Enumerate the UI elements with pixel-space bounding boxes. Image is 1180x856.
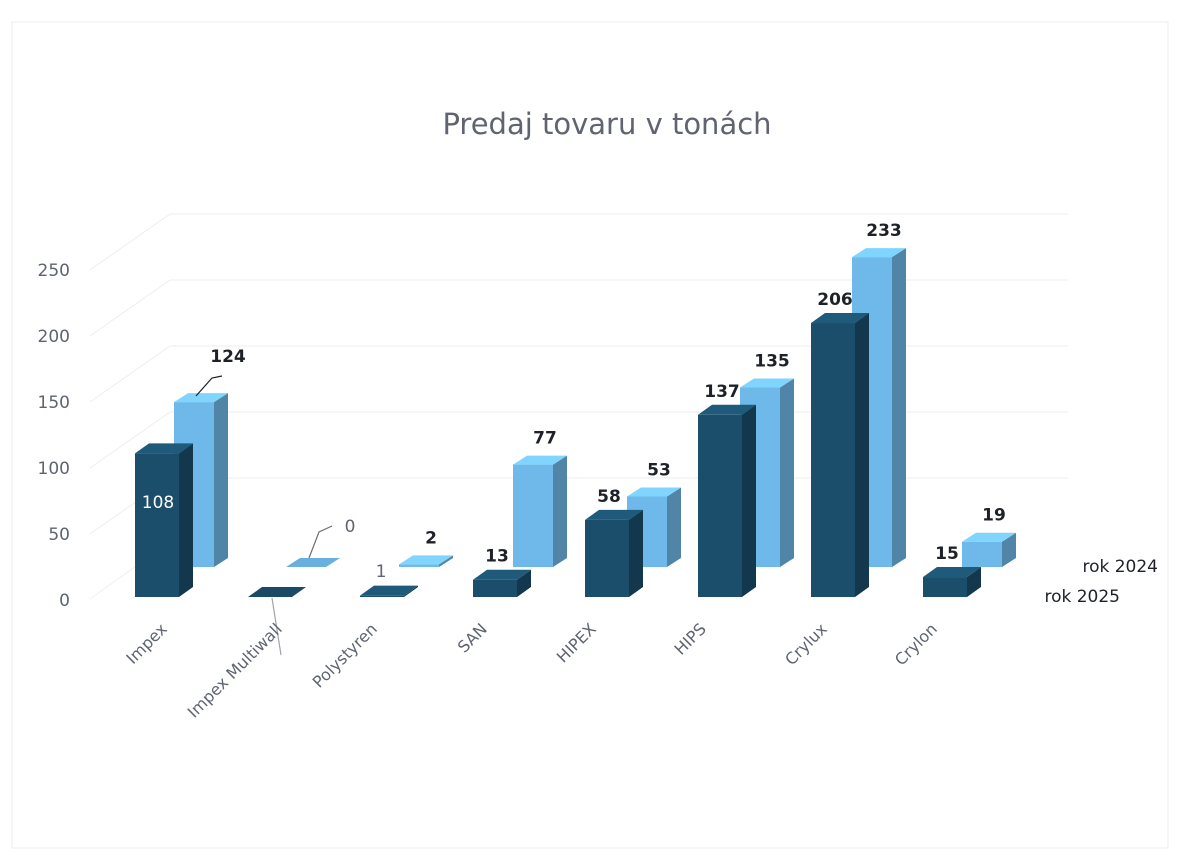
data-label-2025: 1	[376, 562, 387, 582]
data-label-2024: 124	[210, 347, 246, 367]
bar-2024-polystyren-front	[399, 564, 439, 567]
bar-2024-polystyren	[399, 555, 453, 567]
bar-2025-san-top	[473, 569, 531, 580]
bar-2025-crylon-front	[923, 577, 967, 597]
gridline	[89, 411, 171, 469]
legend-rok-2025: rok 2025	[1044, 587, 1120, 607]
data-label-2024: 0	[345, 517, 356, 537]
bar-2025-hipex	[585, 509, 643, 597]
bar-2025-hips-front	[698, 414, 742, 597]
bar-2025-san-side	[517, 569, 531, 597]
bar-2025-san	[473, 569, 531, 597]
bar-2025-hipex-front	[585, 519, 629, 597]
data-label-2025: 15	[935, 544, 959, 564]
legend: rok 2024 rok 2025	[1044, 557, 1158, 607]
bar-2024-hips-side	[780, 378, 794, 567]
bar-2024-crylon-side	[1002, 532, 1016, 567]
data-label-2024: 19	[982, 506, 1006, 526]
bar-2025-impex-multiwall-top	[248, 587, 306, 597]
data-label-2024: 135	[754, 351, 790, 371]
bar-2025-crylon	[923, 567, 981, 597]
y-tick-label: 50	[48, 525, 70, 545]
data-labels: 124 108 0 2 1 77 13 53 58 135 137 233 206 19 15	[142, 221, 1006, 656]
bar-2024-crylon	[962, 532, 1016, 567]
bar-2024-san	[513, 455, 567, 567]
bar-2024-hips-top	[740, 378, 794, 388]
bar-2025-crylon-top	[923, 567, 981, 578]
legend-rok-2024: rok 2024	[1082, 557, 1158, 577]
data-label-2025: 108	[142, 493, 174, 513]
leader-line	[308, 525, 333, 559]
bar-2024-polystyren-side	[439, 555, 453, 567]
bar-2024-crylux-top	[852, 248, 906, 258]
bar-2025-polystyren-side	[404, 585, 418, 597]
bar-2025-impex-front	[135, 453, 179, 597]
bar-2024-crylux-side	[892, 248, 906, 568]
bar-2024-impex-multiwall	[286, 558, 340, 567]
bar-2025-hips	[698, 404, 756, 597]
bar-2024-hipex-top	[627, 487, 681, 497]
data-label-2025: 137	[704, 382, 740, 402]
leader-line	[271, 597, 282, 656]
bar-2024-san-side	[553, 455, 567, 567]
bar-2024-san-front	[513, 464, 553, 567]
y-tick-label: 100	[38, 459, 70, 479]
bar-2025-hipex-top	[585, 509, 643, 520]
bar-2025-polystyren-top	[360, 585, 418, 596]
y-tick-label: 150	[38, 393, 70, 413]
bar-2024-impex-top	[174, 393, 228, 403]
bar-2025-hips-side	[742, 404, 756, 597]
leader-line	[195, 375, 223, 397]
data-label-2025: 206	[817, 290, 853, 310]
bar-2024-impex-multiwall-top	[286, 558, 340, 567]
bar-2025-impex-side	[179, 443, 193, 597]
bar-2025-crylon-side	[967, 567, 981, 597]
bar-2024-impex-side	[214, 393, 228, 567]
chart-title: Predaj tovaru v tonách	[442, 107, 771, 141]
gridline	[89, 279, 171, 337]
bar-2024-san-top	[513, 455, 567, 465]
data-label-2024: 233	[866, 221, 902, 241]
gridline	[89, 345, 171, 403]
bar-2025-hipex-side	[629, 509, 643, 597]
data-label-2024: 53	[647, 461, 671, 481]
bar-2025-impex-multiwall	[248, 587, 306, 597]
bar-2025-crylux	[811, 313, 869, 597]
y-axis: 0 50 100 150 200 250	[38, 261, 70, 611]
data-label-2025: 58	[597, 487, 621, 507]
y-tick-label: 0	[59, 591, 70, 611]
data-label-2024: 2	[425, 528, 437, 548]
data-label-2024: 77	[533, 429, 557, 449]
bar-2025-impex	[135, 443, 193, 597]
bar-2024-hipex-side	[667, 487, 681, 567]
bar-2025-crylux-side	[855, 313, 869, 597]
bar-2025-polystyren	[360, 585, 418, 597]
bar-2025-crylux-top	[811, 313, 869, 324]
bar-2024-crylon-front	[962, 541, 1002, 567]
y-tick-label: 250	[38, 261, 70, 281]
y-tick-label: 200	[38, 327, 70, 347]
bar-2025-polystyren-front	[360, 595, 404, 597]
bar-2025-san-front	[473, 579, 517, 597]
bar-2025-hips-top	[698, 404, 756, 415]
data-label-2025: 13	[485, 547, 509, 567]
bar-2024-crylon-top	[962, 532, 1016, 542]
gridline	[89, 213, 171, 271]
bar-2025-crylux-front	[811, 323, 855, 597]
series-rok-2025	[135, 313, 981, 597]
bar-2024-polystyren-top	[399, 555, 453, 565]
bar-2025-impex-top	[135, 443, 193, 454]
